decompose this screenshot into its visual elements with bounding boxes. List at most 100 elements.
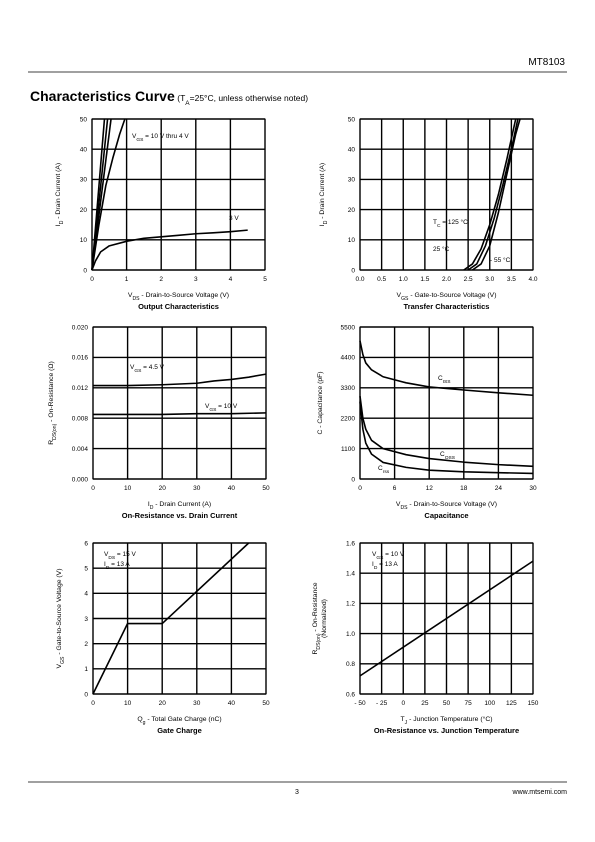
series-line [91, 118, 126, 271]
x-axis-label-part: Q [137, 716, 142, 723]
annotation: 3 V [229, 215, 239, 222]
x-axis-label: TJ - Junction Temperature (°C) [400, 715, 492, 726]
series-line [92, 542, 250, 695]
y-axis-label: ID - Drain Current (A) [55, 163, 65, 226]
y-tick-label: 20 [80, 207, 88, 214]
series-line [359, 395, 534, 468]
annotation: 25 °C [433, 245, 450, 253]
y-axis-label-part: R [48, 440, 55, 445]
x-tick-label: 50 [262, 700, 270, 707]
series-line [359, 560, 534, 677]
x-tick-label: 20 [159, 700, 167, 707]
annotation-part: V [132, 133, 137, 140]
annotation: VGS = 4.5 V [130, 364, 165, 374]
annotation: Crss [378, 465, 390, 475]
page-number: 3 [295, 789, 299, 796]
x-tick-label: 0 [90, 276, 94, 283]
x-axis-label-part: - Junction Temperature (°C) [407, 715, 492, 723]
annotation-part: D [374, 565, 378, 571]
x-tick-label: 125 [506, 700, 517, 707]
x-tick-label: 2.5 [464, 276, 473, 283]
y-tick-label: 1.6 [346, 540, 355, 547]
y-tick-label: 50 [80, 116, 88, 123]
x-axis-label-part: - Gate-to-Source Voltage (V) [408, 292, 496, 299]
x-tick-label: 24 [495, 485, 503, 492]
annotation-part: DS [108, 555, 116, 561]
y-tick-label: 30 [80, 177, 88, 184]
y-tick-label: 0.012 [72, 385, 89, 392]
y-tick-label: 10 [348, 237, 356, 244]
page-title-main: Characteristics Curve [30, 88, 175, 104]
y-axis-label: RDS(on) - On-Resistance [312, 582, 322, 654]
x-tick-label: - 25 [376, 700, 388, 707]
annotation-part: V [104, 551, 109, 558]
x-tick-label: 50 [262, 485, 270, 492]
x-tick-label: 75 [465, 700, 473, 707]
annotation-part: V [130, 364, 135, 371]
annotation-part: 25 °C [433, 245, 450, 253]
series-line [93, 373, 267, 387]
y-tick-label: 0.000 [72, 476, 89, 483]
x-tick-label: 1 [125, 276, 129, 283]
annotation-part: = 10 V [216, 403, 237, 410]
annotation: CISS [438, 375, 451, 385]
x-tick-label: 0 [91, 700, 95, 707]
x-tick-label: 30 [193, 485, 201, 492]
x-tick-label: 3.0 [485, 276, 494, 283]
chart-caption: Output Characteristics [138, 302, 219, 311]
annotation-part: = 15 V [115, 551, 136, 558]
annotation: ID = 13 A [104, 561, 130, 571]
annotation-part: = 13 A [109, 561, 130, 568]
y-tick-label: 2 [84, 641, 88, 648]
annotation-part: C [437, 223, 441, 229]
plot-frame [91, 118, 266, 271]
series-line [91, 118, 106, 271]
annotation-part: GS [209, 407, 217, 413]
series-line [359, 401, 534, 475]
y-tick-label: 0.008 [72, 416, 89, 423]
y-tick-label: 10 [80, 237, 88, 244]
x-tick-label: 0.0 [355, 276, 364, 283]
x-tick-label: - 50 [354, 700, 366, 707]
series-line [471, 118, 521, 271]
y-axis-label-part: - On-Resistance [312, 582, 319, 633]
y-tick-label: 0.004 [72, 446, 89, 453]
annotation-part: = 10 V [383, 551, 404, 558]
annotation: VGS = 10 V [205, 403, 238, 413]
y-axis-label: C - Capacitance (pF) [317, 371, 324, 434]
x-tick-label: 3.5 [507, 276, 516, 283]
x-axis-label-part: - Total Gate Charge (nC) [145, 716, 221, 723]
page-title-note: A [185, 100, 190, 107]
y-tick-label: 4 [84, 591, 88, 598]
x-axis-label-part: V [128, 292, 133, 299]
x-axis-label-part: V [396, 501, 401, 508]
annotation-part: rss [383, 469, 390, 475]
y-tick-label: 5500 [341, 324, 356, 331]
x-axis-label: VGS - Gate-to-Source Voltage (V) [397, 292, 497, 302]
x-axis-label: Qg - Total Gate Charge (nC) [137, 716, 221, 726]
series-line [93, 412, 267, 416]
annotation-part: = 13 A [377, 561, 398, 568]
y-axis-label-part: DS(on) [316, 633, 322, 649]
x-tick-label: 0 [358, 485, 362, 492]
y-tick-label: 2200 [341, 416, 356, 423]
x-axis-label: ID - Drain Current (A) [148, 501, 211, 511]
x-axis-label: VDS - Drain-to-Source Voltage (V) [396, 501, 497, 511]
x-tick-label: 18 [460, 485, 468, 492]
x-tick-label: 2 [159, 276, 163, 283]
y-tick-label: 1100 [341, 446, 355, 453]
x-axis-label-part: DS [132, 296, 140, 302]
x-axis-label-part: DS [400, 505, 408, 511]
annotation-part: T [433, 219, 437, 226]
annotation-part: GS [134, 368, 142, 374]
y-axis-label: RDS(on) - On-Resistance (Ω) [48, 361, 58, 445]
y-tick-label: 1 [84, 666, 88, 673]
page-title-note: =25°C, unless otherwise noted) [190, 93, 309, 103]
plot-frame [92, 326, 267, 480]
y-axis-label-part: D [59, 220, 65, 224]
annotation-part: I [104, 561, 106, 568]
x-tick-label: 0 [91, 485, 95, 492]
y-tick-label: 40 [348, 147, 356, 154]
y-axis-label-part: - Drain Current (A) [319, 163, 326, 221]
x-axis-label: VDS - Drain-to-Source Voltage (V) [128, 292, 229, 302]
